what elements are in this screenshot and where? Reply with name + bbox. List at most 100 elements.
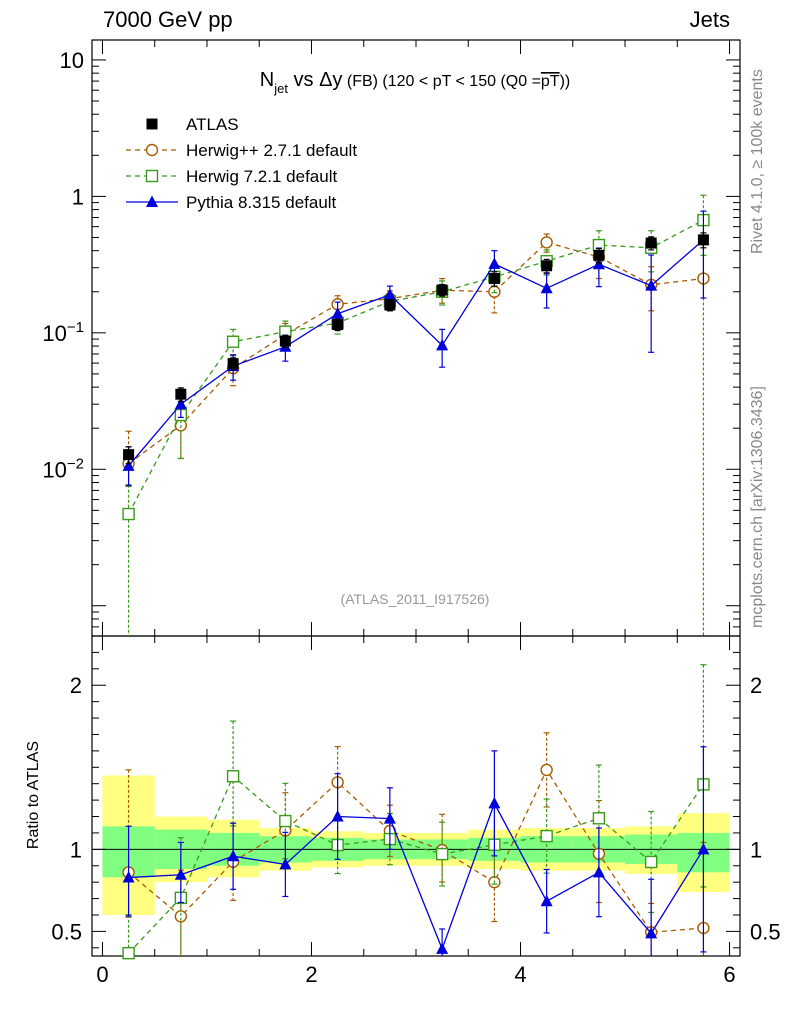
header-right: Jets [690, 7, 730, 32]
series-0-top-point [279, 335, 291, 347]
legend-marker-1 [145, 143, 159, 157]
legend-entry-1: Herwig++ 2.7.1 default [126, 141, 357, 160]
title-range: (120 < pT < 150 (Q0 = [378, 73, 541, 90]
chart-title: Njet vs Δy (FB) (120 < pT < 150 (Q0 =pT)… [260, 69, 570, 96]
series-2-ratio-point [226, 770, 240, 783]
legend: ATLAS Herwig++ 2.7.1 default Herwig 7.2.1 … [126, 115, 357, 212]
ratio-y-tick-label-1: 1 [70, 837, 82, 862]
series-0-top-point [175, 388, 187, 400]
ratio-panel-series [122, 664, 710, 960]
legend-label-0: ATLAS [186, 115, 239, 134]
series-0-top-point [123, 449, 135, 461]
ratio-y-tick-label-right-1: 1 [750, 837, 762, 862]
series-3-ratio-point [227, 849, 240, 862]
top-y-tick-base-1: 10 [42, 321, 66, 346]
series-2-ratio-line [128, 775, 704, 954]
top-y-tick-label-0: 10−2 [42, 455, 84, 482]
series-3-ratio [122, 746, 710, 956]
series-3-ratio-line [128, 801, 704, 951]
series-3-ratio-point [645, 926, 658, 939]
top-y-tick-base-3: 10 [60, 48, 84, 73]
top-y-tick-label-3: 10 [60, 48, 84, 73]
title-n: N [260, 69, 274, 91]
analysis-watermark: (ATLAS_2011_I917526) [341, 591, 490, 607]
series-1-ratio-point [174, 910, 188, 923]
series-0-top-point [227, 358, 239, 370]
series-0-top-point [593, 249, 605, 261]
series-3-ratio-point [383, 812, 396, 824]
title-vs: vs Δy [288, 69, 342, 91]
top-y-tick-base-0: 10 [42, 457, 66, 482]
series-3-top-point [383, 288, 396, 300]
series-1-top-point [540, 236, 553, 249]
series-2-top-line [128, 219, 704, 515]
series-0-top-point [541, 260, 553, 272]
series-1-ratio-line [128, 768, 704, 933]
x-tick-label-6: 6 [723, 962, 735, 987]
side-label-mcplots: mcplots.cern.ch [arXiv:1306.3436] [749, 386, 766, 628]
series-3-ratio-point [331, 810, 344, 822]
series-2-ratio-point [435, 847, 449, 861]
legend-marker-0 [146, 118, 158, 130]
title-fb: (FB) [342, 73, 378, 90]
title-close: )) [560, 73, 571, 90]
series-3-top-point [645, 279, 658, 291]
series-0-top-point [697, 234, 709, 246]
ratio-y-tick-label-0: 0.5 [51, 919, 82, 944]
x-tick-label-0: 0 [96, 962, 108, 987]
legend-label-3: Pythia 8.315 default [186, 193, 337, 212]
series-3-ratio-point [697, 842, 710, 855]
title-pt: pT [541, 73, 560, 90]
series-3-ratio-point [592, 865, 605, 878]
series-3-ratio-point [122, 871, 135, 883]
series-2-ratio-point [540, 829, 553, 843]
series-1-top-line [128, 241, 704, 465]
x-tick-label-4: 4 [514, 962, 526, 987]
series-0-top-point [332, 319, 344, 331]
series-3-top-point [488, 257, 501, 269]
legend-marker-3 [146, 195, 158, 207]
legend-entry-0: ATLAS [146, 115, 239, 134]
legend-entry-2: Herwig 7.2.1 default [126, 167, 337, 186]
top-y-tick-label-2: 1 [72, 184, 84, 209]
header-left: 7000 GeV pp [103, 7, 233, 32]
x-tick-label-2: 2 [305, 962, 317, 987]
series-0-top-point [645, 237, 657, 249]
series-3-top-point [331, 307, 344, 319]
series-2-ratio-point [644, 855, 658, 869]
series-2-top-point [226, 335, 240, 348]
series-2-ratio-point [592, 812, 606, 825]
top-panel-series [122, 194, 710, 636]
series-1-ratio-point [540, 763, 553, 777]
title-n-sub: jet [273, 81, 288, 96]
series-3-top-point [174, 397, 187, 410]
series-2-top-point [122, 507, 135, 521]
top-y-tick-exp-0: −2 [67, 455, 84, 472]
series-3-ratio-point [488, 796, 501, 809]
series-3-top-point [540, 281, 553, 294]
series-3-top-line [128, 239, 704, 467]
series-3-top-point [436, 338, 449, 351]
legend-label-1: Herwig++ 2.7.1 default [186, 141, 357, 160]
top-y-tick-base-2: 1 [72, 184, 84, 209]
ratio-y-tick-label-right-2: 2 [750, 673, 762, 698]
ratio-axis-label: Ratio to ATLAS [25, 741, 42, 849]
top-y-tick-exp-1: −1 [67, 319, 84, 336]
legend-entry-3: Pythia 8.315 default [126, 193, 337, 212]
series-3-ratio-point [279, 857, 292, 870]
series-0-top-point [436, 284, 448, 296]
legend-label-2: Herwig 7.2.1 default [186, 167, 337, 186]
series-2-ratio-point [279, 814, 292, 828]
legend-marker-2 [145, 169, 159, 183]
series-3-ratio-point [540, 894, 553, 907]
ratio-y-tick-label-right-0: 0.5 [750, 919, 781, 944]
series-0-top [123, 232, 709, 465]
side-label-rivet: Rivet 4.1.0, ≥ 100k events [749, 69, 766, 254]
series-2-ratio-point [122, 946, 135, 960]
series-3-top-point [122, 459, 135, 471]
top-y-tick-label-1: 10−1 [42, 319, 84, 346]
ratio-panel-axes: 0 2 4 6 0.5 0.5 1 1 2 2 [51, 635, 781, 987]
series-3-ratio-point [436, 942, 449, 954]
ratio-y-tick-label-2: 2 [70, 673, 82, 698]
